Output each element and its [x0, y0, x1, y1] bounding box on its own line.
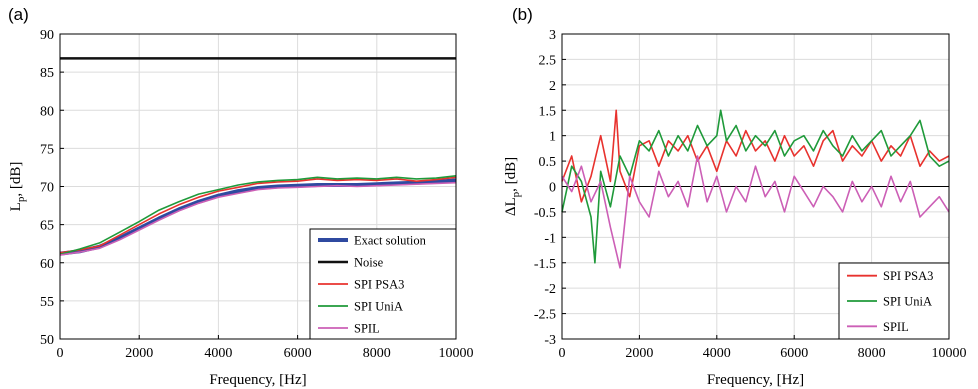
- y-tick-label: -0.5: [534, 206, 556, 221]
- x-tick-label: 8000: [858, 346, 886, 361]
- panel-label: (a): [8, 5, 29, 24]
- panel-label: (b): [512, 5, 533, 24]
- y-tick-label: 75: [40, 142, 54, 157]
- y-tick-label: 2.5: [539, 53, 557, 68]
- y-tick-label: 90: [40, 28, 54, 43]
- x-tick-label: 10000: [439, 346, 474, 361]
- y-tick-label: 1.5: [539, 104, 557, 119]
- legend-entry: Exact solution: [354, 234, 427, 248]
- legend-entry: Noise: [354, 256, 384, 270]
- y-tick-label: -2: [544, 282, 556, 297]
- series-line-spi-unia: [59, 175, 457, 256]
- y-tick-label: 80: [40, 104, 54, 119]
- x-tick-label: 10000: [932, 346, 967, 361]
- panel-a: 0 2000 4000 6000 8000 10000 50 55 60 65 70 75 80 85 90…: [8, 5, 474, 388]
- series-line-spil: [561, 155, 950, 269]
- x-tick-label: 4000: [204, 346, 232, 361]
- legend-entry: SPIL: [354, 322, 380, 336]
- y-tick-label: 60: [40, 257, 54, 272]
- y-axis-label-sub: p: [15, 196, 27, 202]
- x-tick-label: 6000: [284, 346, 312, 361]
- x-axis-label: Frequency, [Hz]: [707, 372, 804, 388]
- x-tick-label: 6000: [780, 346, 808, 361]
- x-axis-label: Frequency, [Hz]: [209, 372, 306, 388]
- x-tick-label: 8000: [363, 346, 391, 361]
- series-line-spi-psa3: [59, 176, 457, 254]
- y-tick-label: 0: [549, 181, 556, 196]
- y-tick-label: 55: [40, 295, 54, 310]
- y-tick-label: 0.5: [539, 155, 557, 170]
- y-tick-label: -1: [544, 231, 556, 246]
- y-axis-label-sub: p: [510, 191, 522, 197]
- y-axis-label-suffix: , [dB]: [8, 162, 24, 197]
- panel-b: 0 2000 4000 6000 8000 10000 -3 -2.5 -2 -1.5 -1 -0.5…: [503, 5, 967, 388]
- x-tick-label: 4000: [703, 346, 731, 361]
- y-tick-label: 2: [549, 79, 556, 94]
- y-tick-label: 50: [40, 333, 54, 348]
- x-tick-label: 0: [57, 346, 64, 361]
- y-tick-label: 1: [549, 130, 556, 145]
- x-tick-label: 0: [559, 346, 566, 361]
- y-axis-label-suffix: , [dB]: [503, 157, 519, 192]
- x-tick-label: 2000: [625, 346, 653, 361]
- y-tick-label: 65: [40, 219, 54, 234]
- y-tick-label: -1.5: [534, 257, 556, 272]
- y-axis-label-main: ΔL: [503, 197, 519, 216]
- legend-entry: SPI PSA3: [883, 269, 933, 283]
- y-tick-label: -3: [544, 333, 556, 348]
- y-axis-label: ΔLp, [dB]: [503, 157, 522, 216]
- x-tick-label: 2000: [125, 346, 153, 361]
- legend-entry: SPIL: [883, 320, 909, 334]
- y-tick-label: 70: [40, 181, 54, 196]
- y-tick-label: 85: [40, 66, 54, 81]
- series-line-spi-unia: [561, 109, 950, 264]
- y-tick-label: 3: [549, 28, 556, 43]
- y-axis-label: Lp, [dB]: [8, 162, 27, 212]
- legend-entry: SPI UniA: [354, 300, 403, 314]
- series-line-spil: [59, 181, 457, 256]
- series-line-exact-solution: [59, 178, 457, 256]
- legend-entry: SPI PSA3: [354, 278, 404, 292]
- y-tick-label: -2.5: [534, 308, 556, 323]
- legend-entry: SPI UniA: [883, 295, 932, 309]
- y-axis-label-main: L: [8, 202, 24, 211]
